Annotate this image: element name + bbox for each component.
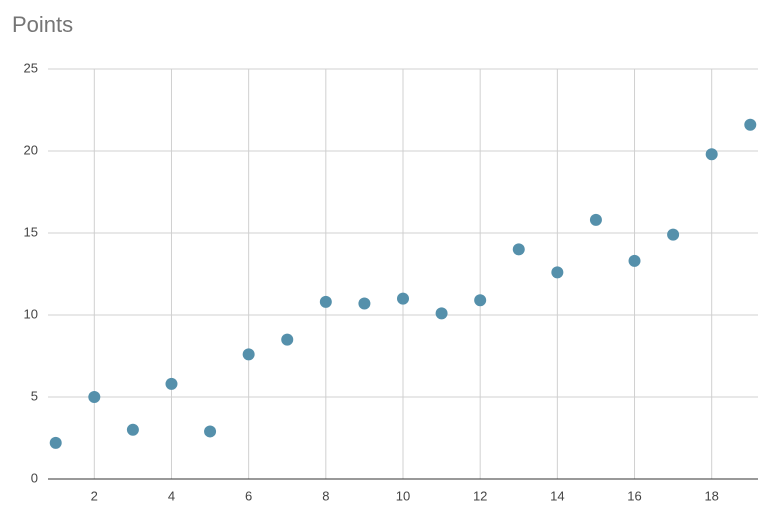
y-tick-label: 25 (24, 60, 38, 75)
chart-title: Points (12, 12, 73, 37)
point (165, 377, 178, 390)
point (435, 307, 448, 320)
x-tick-label: 2 (91, 488, 98, 503)
x-tick-label: 14 (550, 488, 564, 503)
point (397, 292, 409, 305)
point (744, 118, 757, 131)
x-tick-label: 6 (245, 488, 252, 503)
x-tick-label: 4 (168, 488, 175, 503)
point (204, 425, 217, 438)
point (474, 294, 487, 307)
x-tick-label: 16 (627, 488, 641, 503)
point (358, 297, 371, 310)
point (242, 348, 255, 361)
point (126, 423, 139, 436)
x-tick-label: 12 (473, 488, 487, 503)
y-tick-label: 0 (31, 470, 38, 485)
x-tick-label: 10 (396, 488, 410, 503)
point (551, 266, 564, 279)
x-tick-label: 8 (322, 488, 329, 503)
y-tick-label: 15 (24, 224, 38, 239)
point (319, 295, 332, 308)
x-tick-label: 18 (704, 488, 718, 503)
point (88, 391, 101, 403)
y-tick-label: 5 (31, 388, 38, 403)
point (49, 436, 62, 449)
point (667, 228, 680, 241)
point (512, 243, 525, 256)
point (628, 254, 641, 267)
point (281, 333, 294, 346)
y-tick-label: 10 (24, 306, 38, 321)
point (589, 213, 602, 226)
point (705, 148, 718, 161)
y-tick-label: 20 (24, 142, 38, 157)
